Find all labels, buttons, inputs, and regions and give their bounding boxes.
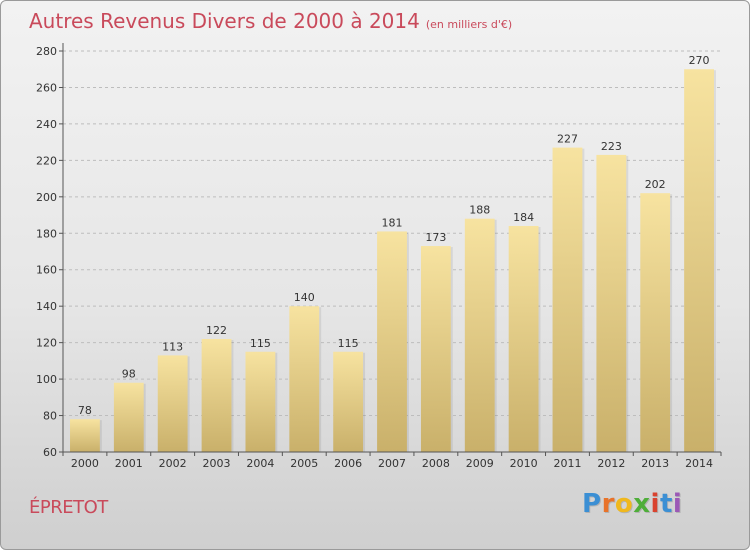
bar <box>245 351 276 452</box>
bar <box>640 193 671 452</box>
bar <box>157 355 188 452</box>
logo-letter: x <box>633 489 651 519</box>
proxiti-logo: Proxiti <box>582 489 682 519</box>
bar <box>684 69 714 453</box>
bar-value-label: 184 <box>513 211 534 224</box>
bar-value-label: 122 <box>206 324 227 337</box>
y-tick-label: 140 <box>36 300 57 313</box>
x-tick-label: 2007 <box>378 457 406 470</box>
bar <box>552 147 583 452</box>
bar-value-label: 181 <box>382 216 403 229</box>
bar-value-label: 223 <box>601 140 622 153</box>
bar-value-label: 270 <box>689 54 710 67</box>
x-tick-label: 2012 <box>597 457 625 470</box>
bar-value-label: 78 <box>78 404 92 417</box>
y-tick-label: 240 <box>36 118 57 131</box>
x-tick-label: 2010 <box>510 457 538 470</box>
y-tick-label: 80 <box>43 410 57 423</box>
chart-title-text: Autres Revenus Divers de 2000 à 2014 <box>29 9 420 33</box>
x-tick-label: 2004 <box>246 457 274 470</box>
y-tick-label: 180 <box>36 227 57 240</box>
x-tick-label: 2014 <box>685 457 713 470</box>
bar <box>201 338 232 452</box>
bar <box>377 231 407 452</box>
y-tick-label: 200 <box>36 191 57 204</box>
bar-value-label: 202 <box>645 178 666 191</box>
bar-value-label: 113 <box>162 340 183 353</box>
bar-value-label: 188 <box>469 204 490 217</box>
labels: 60 80 100 120 140 160 180 200 220 240 260 280 78 2000… <box>36 45 713 470</box>
x-tick-label: 2011 <box>553 457 581 470</box>
chart-title: Autres Revenus Divers de 2000 à 2014 (en … <box>29 9 512 33</box>
logo-letter: P <box>582 489 602 519</box>
chart-subtitle: (en milliers d'€) <box>425 18 513 31</box>
bar-value-label: 115 <box>338 337 359 350</box>
bar-value-label: 227 <box>557 133 578 146</box>
logo-letter: t <box>659 489 673 519</box>
x-tick-label: 2009 <box>466 457 494 470</box>
y-tick-label: 100 <box>36 373 57 386</box>
x-tick-label: 2000 <box>71 457 99 470</box>
axes <box>59 43 722 456</box>
x-tick-label: 2005 <box>290 457 318 470</box>
y-tick-label: 160 <box>36 264 57 277</box>
bar <box>333 351 364 452</box>
y-tick-label: 220 <box>36 154 57 167</box>
x-tick-label: 2002 <box>159 457 187 470</box>
bar <box>464 218 495 452</box>
x-tick-label: 2006 <box>334 457 362 470</box>
bar <box>420 246 451 452</box>
bar <box>70 419 100 452</box>
logo-letter: i <box>650 489 660 519</box>
logo-letter: r <box>601 489 615 519</box>
bar <box>508 225 539 452</box>
x-tick-label: 2001 <box>115 457 143 470</box>
y-tick-label: 60 <box>43 446 57 459</box>
y-tick-label: 260 <box>36 81 57 94</box>
x-tick-label: 2003 <box>203 457 231 470</box>
bar-value-label: 173 <box>425 231 446 244</box>
bar-value-label: 98 <box>122 368 136 381</box>
x-tick-label: 2008 <box>422 457 450 470</box>
bar <box>596 154 627 453</box>
logo-letter: o <box>614 489 634 519</box>
bar-value-label: 115 <box>250 337 271 350</box>
commune-name: ÉPRETOT <box>29 497 108 518</box>
logo-letter: i <box>672 489 683 519</box>
bar <box>113 382 144 452</box>
bar-value-label: 140 <box>294 291 315 304</box>
bars <box>70 69 716 453</box>
y-tick-label: 280 <box>36 45 57 58</box>
y-tick-label: 120 <box>36 337 57 350</box>
x-tick-label: 2013 <box>641 457 669 470</box>
bar <box>289 306 320 452</box>
